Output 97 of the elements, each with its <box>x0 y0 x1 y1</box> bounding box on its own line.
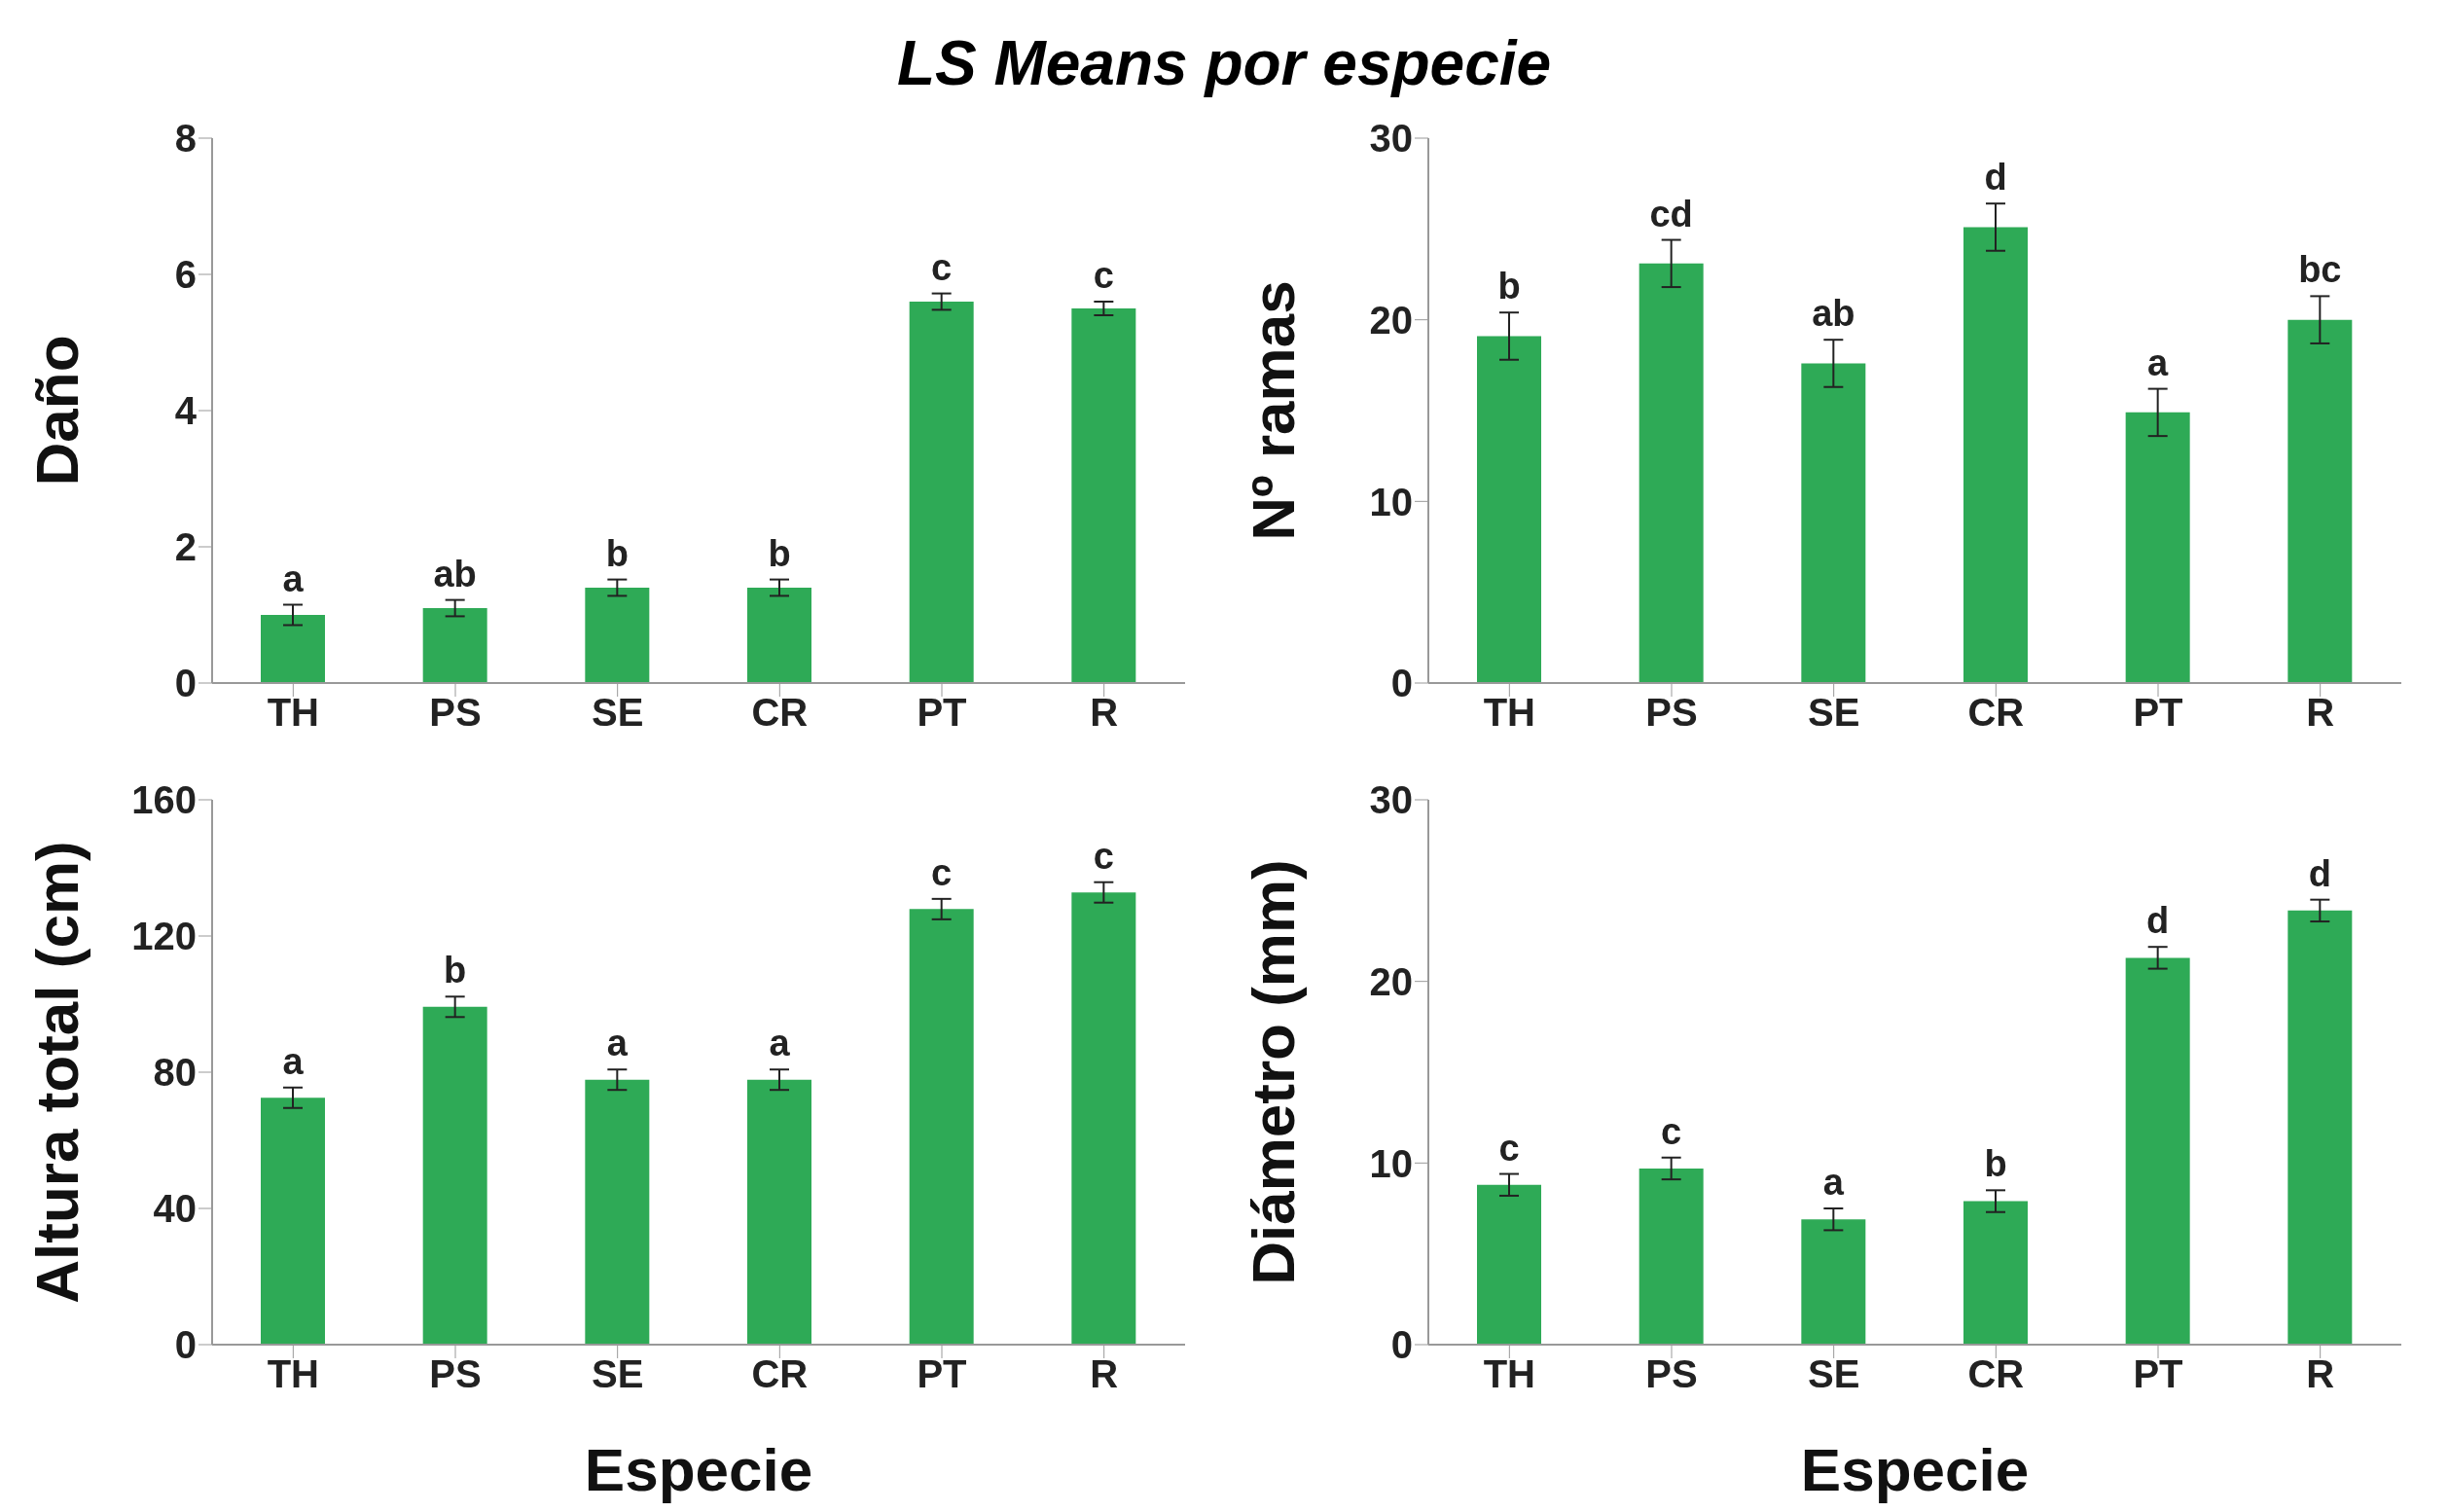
data-label: b <box>1984 1143 2007 1185</box>
y-tick-label: 0 <box>174 1323 197 1367</box>
bar <box>2287 319 2353 683</box>
data-label: ab <box>1812 293 1855 335</box>
y-tick-label: 6 <box>174 253 197 297</box>
bar <box>422 608 487 683</box>
data-label: c <box>1661 1110 1682 1152</box>
y-tick-label: 40 <box>153 1187 197 1231</box>
data-label: cd <box>1649 193 1693 234</box>
bar <box>909 909 974 1345</box>
data-label: d <box>2146 900 2170 942</box>
x-tick-label: SE <box>591 691 644 735</box>
bar <box>1071 892 1136 1345</box>
x-tick-label: TH <box>1483 691 1535 735</box>
x-tick-label: CR <box>751 691 809 735</box>
y-tick-label: 4 <box>174 389 198 433</box>
x-axis-title: Especie <box>1800 1436 2030 1503</box>
data-label: c <box>931 851 953 893</box>
x-tick-label: SE <box>591 1352 644 1396</box>
x-tick-label: TH <box>267 1352 319 1396</box>
x-tick-label: TH <box>267 691 319 735</box>
y-tick-label: 30 <box>1369 778 1413 822</box>
x-tick-label: R <box>1090 691 1119 735</box>
data-label: d <box>2308 852 2331 894</box>
bar <box>261 615 325 683</box>
bar <box>1639 1168 1704 1345</box>
bar <box>1801 1219 1866 1345</box>
data-label: b <box>605 532 629 574</box>
x-tick-label: CR <box>1967 1352 2025 1396</box>
bar <box>1639 263 1704 683</box>
data-label: a <box>282 1040 305 1082</box>
y-tick-label: 20 <box>1369 959 1413 1003</box>
y-axis-title: Daño <box>23 335 91 486</box>
x-tick-label: PT <box>917 691 967 735</box>
x-axis-title: Especie <box>584 1436 813 1503</box>
y-tick-label: 80 <box>153 1051 197 1095</box>
y-tick-label: 160 <box>131 778 197 822</box>
bar <box>585 1079 650 1345</box>
data-label: c <box>1093 255 1114 296</box>
y-tick-label: 0 <box>174 662 197 705</box>
bar <box>1801 363 1866 683</box>
y-tick-label: 10 <box>1369 1141 1413 1185</box>
x-tick-label: PS <box>1645 1352 1698 1396</box>
data-label: bc <box>2298 249 2342 291</box>
data-label: a <box>2147 342 2170 383</box>
x-tick-label: PS <box>1645 691 1698 735</box>
bar <box>261 1098 325 1345</box>
data-label: ab <box>433 553 477 594</box>
y-tick-label: 0 <box>1390 662 1413 705</box>
x-tick-label: CR <box>751 1352 809 1396</box>
data-label: b <box>768 532 791 574</box>
x-tick-label: R <box>2306 1352 2335 1396</box>
data-label: c <box>1498 1127 1520 1169</box>
bar <box>1071 308 1136 683</box>
chart-title: LS Means por especie <box>895 27 1553 100</box>
y-tick-label: 20 <box>1369 298 1413 342</box>
x-tick-label: PT <box>2133 1352 2183 1396</box>
x-tick-label: TH <box>1483 1352 1535 1396</box>
y-axis-title: Diámetro (mm) <box>1240 859 1308 1285</box>
bar <box>1963 1201 2028 1345</box>
y-tick-label: 120 <box>131 915 197 958</box>
y-tick-label: 30 <box>1369 117 1413 161</box>
x-tick-label: R <box>2306 691 2335 735</box>
bar <box>2125 957 2190 1345</box>
y-tick-label: 10 <box>1369 480 1413 523</box>
data-label: d <box>1984 157 2007 198</box>
data-label: a <box>282 558 305 599</box>
bar <box>2125 412 2190 683</box>
data-label: c <box>931 246 953 288</box>
bar <box>1477 336 1541 683</box>
bar <box>2287 910 2353 1345</box>
x-tick-label: R <box>1090 1352 1119 1396</box>
bar <box>585 588 650 683</box>
x-tick-label: PS <box>429 1352 482 1396</box>
data-label: b <box>444 950 467 991</box>
y-axis-title: Altura total (cm) <box>23 841 91 1304</box>
data-label: b <box>1497 266 1521 307</box>
bar <box>1963 227 2028 683</box>
data-label: a <box>1822 1162 1845 1203</box>
x-tick-label: CR <box>1967 691 2025 735</box>
bar <box>747 1079 811 1345</box>
x-tick-label: PT <box>917 1352 967 1396</box>
x-tick-label: SE <box>1807 691 1860 735</box>
bar <box>909 302 974 683</box>
x-tick-label: SE <box>1807 1352 1860 1396</box>
data-label: a <box>769 1023 791 1064</box>
y-tick-label: 2 <box>174 525 197 569</box>
x-tick-label: PT <box>2133 691 2183 735</box>
y-tick-label: 8 <box>174 117 197 161</box>
bar <box>422 1006 487 1345</box>
data-label: a <box>606 1023 629 1064</box>
y-axis-title: Nº ramas <box>1240 280 1308 541</box>
bar <box>747 588 811 683</box>
y-tick-label: 0 <box>1390 1323 1413 1367</box>
data-label: c <box>1093 835 1114 877</box>
x-tick-label: PS <box>429 691 482 735</box>
bar <box>1477 1184 1541 1345</box>
